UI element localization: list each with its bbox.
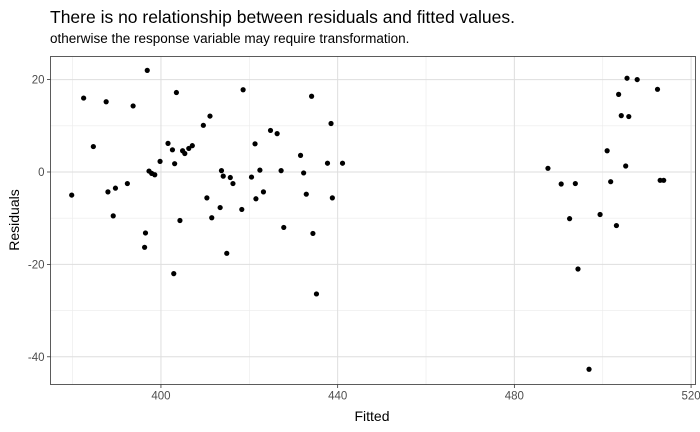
data-point: [624, 75, 630, 81]
x-tick-label: 520: [681, 391, 700, 403]
data-point: [218, 168, 225, 174]
data-point: [157, 158, 163, 164]
data-point: [186, 145, 192, 152]
data-point: [189, 143, 195, 149]
data-point: [604, 148, 610, 154]
data-point: [220, 173, 226, 179]
data-point: [297, 152, 304, 158]
data-point: [313, 291, 320, 297]
data-point: [310, 230, 316, 237]
data-point: [227, 174, 233, 181]
data-point: [69, 192, 75, 198]
data-point: [81, 95, 87, 101]
data-point: [124, 180, 130, 187]
data-point: [634, 76, 640, 83]
data-point: [274, 131, 280, 137]
data-point: [182, 150, 188, 157]
data-point: [586, 366, 592, 372]
chart-title: There is no relationship between residua…: [50, 7, 515, 27]
data-point: [173, 89, 180, 96]
data-point: [328, 120, 334, 127]
data-point: [152, 172, 158, 178]
chart-subtitle: otherwise the response variable may requ…: [50, 31, 410, 46]
x-axis-title: Fitted: [354, 408, 389, 424]
y-axis-title: Residuals: [6, 189, 22, 250]
data-point: [90, 143, 96, 150]
x-axis-ticks: 400 440 480 520: [151, 384, 700, 403]
data-point: [209, 215, 215, 221]
data-point: [572, 180, 578, 187]
plot-background: [50, 56, 696, 385]
data-point: [105, 189, 111, 195]
data-point: [566, 216, 573, 222]
data-point: [260, 189, 267, 195]
data-point: [267, 127, 274, 134]
y-tick-label: -40: [28, 352, 45, 364]
data-point: [130, 103, 136, 109]
data-point: [329, 195, 335, 201]
data-point: [339, 160, 346, 166]
data-point: [616, 91, 622, 97]
data-point: [654, 86, 661, 92]
data-point: [278, 168, 284, 174]
data-point: [144, 67, 150, 73]
x-tick-label: 440: [328, 391, 347, 403]
data-point: [252, 141, 258, 147]
data-point: [597, 211, 603, 218]
data-point: [110, 213, 116, 219]
data-point: [230, 180, 236, 187]
data-point: [308, 93, 315, 99]
y-tick-label: -20: [28, 259, 45, 271]
data-point: [281, 224, 287, 231]
data-point: [545, 165, 551, 171]
data-point: [103, 99, 109, 105]
data-point: [200, 122, 206, 128]
plot-border: [50, 56, 696, 385]
data-point: [248, 174, 255, 180]
x-tick-label: 480: [505, 391, 524, 403]
data-point: [207, 113, 213, 119]
data-point: [623, 163, 629, 169]
data-points: [69, 67, 667, 372]
y-axis-ticks: -40 -20 0 20: [28, 75, 51, 364]
data-point: [169, 147, 176, 153]
data-point: [217, 204, 223, 211]
data-point: [613, 222, 620, 229]
data-point: [301, 170, 307, 176]
data-point: [558, 181, 564, 187]
data-point: [239, 206, 245, 213]
x-tick-label: 400: [151, 391, 170, 403]
data-point: [303, 191, 309, 197]
y-tick-label: 0: [38, 167, 44, 179]
data-point: [171, 271, 177, 277]
gridlines: [50, 56, 696, 385]
data-point: [224, 250, 230, 256]
data-point: [626, 113, 632, 120]
y-tick-label: 20: [32, 75, 45, 87]
data-point: [177, 217, 183, 224]
data-point: [165, 140, 171, 146]
data-point: [240, 87, 246, 93]
data-point: [608, 179, 614, 185]
data-point: [661, 177, 667, 183]
data-point: [204, 195, 210, 201]
data-point: [172, 161, 178, 167]
data-point: [141, 244, 148, 250]
data-point: [257, 167, 263, 173]
data-point: [142, 230, 149, 236]
data-point: [112, 185, 119, 191]
data-point: [324, 160, 331, 166]
data-point: [618, 113, 624, 119]
data-point: [575, 266, 581, 272]
data-point: [253, 196, 259, 202]
